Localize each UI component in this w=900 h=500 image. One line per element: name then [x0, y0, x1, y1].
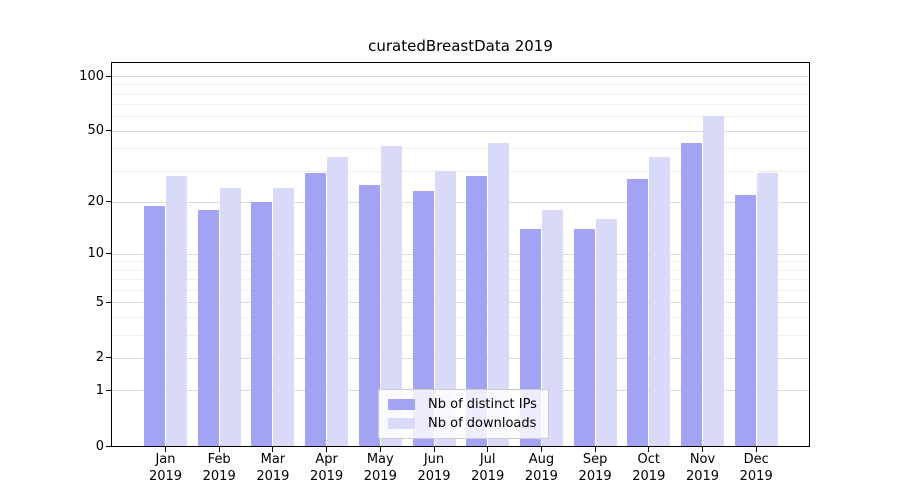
x-axis-tick-label: Aug 2019 [524, 452, 558, 484]
x-axis-tick-mark [702, 447, 703, 452]
major-gridline [112, 130, 809, 132]
bar-downloads-feb [219, 187, 241, 446]
legend-item-distinct-ips: Nb of distinct IPs [388, 397, 537, 412]
bar-downloads-mar [273, 187, 295, 446]
x-axis-tick-label: Jun 2019 [417, 452, 451, 484]
legend: Nb of distinct IPs Nb of downloads [378, 389, 549, 439]
legend-swatch-downloads-icon [388, 418, 415, 429]
bar-downloads-jul [488, 142, 510, 446]
y-axis-tick-mark [106, 301, 111, 303]
x-axis-tick-label: Feb 2019 [202, 452, 236, 484]
y-axis-tick-label: 100 [79, 68, 104, 84]
bar-downloads-aug [541, 209, 563, 446]
x-axis-tick-mark [272, 447, 274, 452]
y-axis-tick-mark [106, 201, 111, 203]
y-axis-tick-mark [106, 75, 111, 77]
bar-distinct-ips-sep [573, 228, 595, 446]
y-axis-tick-mark [106, 389, 111, 391]
y-axis-tick-label: 1 [95, 382, 104, 398]
bar-distinct-ips-mar [251, 201, 273, 446]
minor-gridline [112, 289, 809, 291]
legend-label-downloads: Nb of downloads [428, 416, 537, 431]
x-axis-tick-mark [379, 447, 381, 452]
x-axis-tick-mark [540, 447, 542, 452]
x-axis-tick-mark [326, 447, 328, 452]
legend-swatch-distinct-ips-icon [388, 399, 415, 410]
y-axis-tick-label: 10 [87, 246, 104, 262]
x-axis-tick-label: Jan 2019 [148, 452, 183, 484]
x-axis-tick-label: Mar 2019 [256, 452, 290, 484]
x-axis-tick-mark [218, 447, 220, 452]
minor-gridline [112, 116, 809, 118]
x-axis-tick-label: May 2019 [363, 452, 397, 484]
bar-distinct-ips-dec [734, 194, 756, 446]
minor-gridline [112, 269, 809, 271]
bar-distinct-ips-nov [681, 142, 702, 446]
minor-gridline [112, 84, 809, 86]
x-axis-tick-mark [594, 447, 596, 452]
y-axis-tick-label: 2 [95, 350, 104, 366]
bar-downloads-sep [595, 218, 617, 446]
bar-distinct-ips-jan [144, 205, 165, 446]
bar-downloads-jan [166, 176, 187, 446]
bar-distinct-ips-jun [412, 191, 434, 446]
x-axis-tick-mark [165, 447, 166, 452]
bar-distinct-ips-feb [197, 209, 219, 446]
y-axis-tick-mark [106, 130, 111, 132]
minor-gridline [112, 279, 809, 281]
bar-downloads-oct [649, 156, 671, 446]
minor-gridline [112, 148, 809, 150]
x-axis-tick-label: Apr 2019 [310, 452, 344, 484]
major-gridline [112, 302, 809, 304]
major-gridline [112, 253, 809, 255]
bar-downloads-dec [756, 173, 778, 446]
major-gridline [112, 357, 809, 359]
y-axis-tick-mark [106, 357, 111, 359]
plot-area: Nb of distinct IPs Nb of downloads [111, 62, 810, 447]
x-axis-tick-mark [487, 447, 489, 452]
y-axis-tick-label: 0 [95, 438, 104, 454]
legend-label-distinct-ips: Nb of distinct IPs [428, 397, 537, 412]
chart-title: curatedBreastData 2019 [368, 37, 553, 55]
x-axis-tick-mark [648, 447, 650, 452]
major-gridline [112, 76, 809, 77]
bar-downloads-may [380, 146, 402, 446]
x-axis-tick-label: Dec 2019 [739, 452, 773, 484]
y-axis-tick-mark [106, 253, 111, 255]
x-axis-tick-label: Nov 2019 [685, 452, 720, 484]
minor-gridline [112, 334, 809, 336]
bar-downloads-apr [327, 156, 349, 446]
minor-gridline [112, 261, 809, 263]
bar-downloads-nov [703, 116, 724, 446]
x-axis-tick-mark [433, 447, 435, 452]
y-axis-tick-label: 50 [87, 123, 104, 139]
x-axis-tick-label: Sep 2019 [578, 452, 612, 484]
bar-distinct-ips-apr [305, 173, 327, 446]
y-axis-tick-label: 20 [87, 194, 104, 210]
bar-distinct-ips-oct [627, 178, 649, 446]
legend-item-downloads: Nb of downloads [388, 416, 537, 431]
bar-distinct-ips-jul [466, 176, 488, 446]
minor-gridline [112, 104, 809, 106]
major-gridline [112, 201, 809, 203]
minor-gridline [112, 170, 809, 172]
x-axis-tick-label: Jul 2019 [471, 452, 505, 484]
minor-gridline [112, 93, 809, 95]
minor-gridline [112, 316, 809, 318]
x-axis-tick-mark [755, 447, 757, 452]
y-axis-tick-mark [106, 445, 111, 447]
bar-downloads-jun [434, 170, 456, 446]
x-axis-tick-label: Oct 2019 [632, 452, 666, 484]
y-axis-tick-label: 5 [95, 294, 104, 310]
bar-distinct-ips-may [358, 184, 380, 446]
